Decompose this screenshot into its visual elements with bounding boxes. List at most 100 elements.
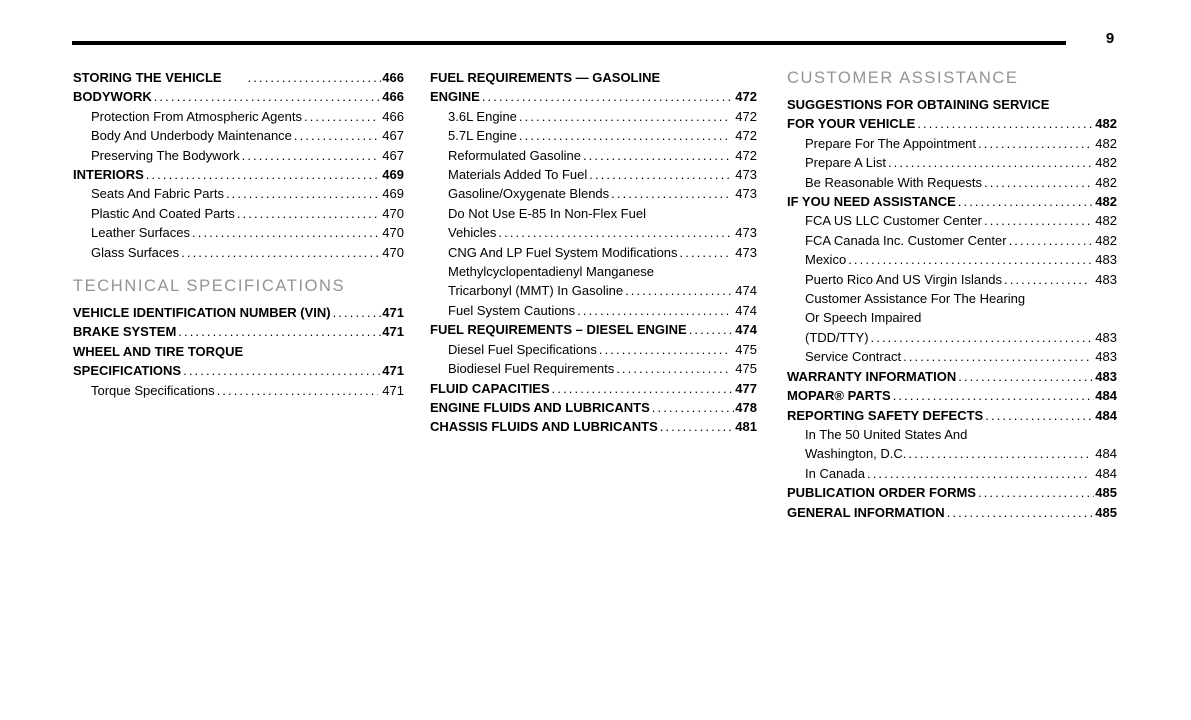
dot-leader [226,184,378,203]
dot-leader [888,153,1091,172]
dot-leader [652,398,735,417]
toc-entry: GENERAL INFORMATION 485 [787,503,1117,522]
dot-leader [192,223,378,242]
toc-page-ref: 483 [1095,349,1117,365]
toc-entry: FCA US LLC Customer Center 482 [787,211,1117,230]
dot-leader [154,87,382,106]
toc-entry: Mexico 483 [787,250,1117,269]
toc-entry: CNG And LP Fuel System Modifications 473 [430,243,757,262]
dot-leader [237,204,378,223]
toc-page-ref: 483 [1095,368,1117,384]
toc-entry-label: ENGINE [430,89,480,105]
toc-entry-label: VEHICLE IDENTIFICATION NUMBER (VIN) [73,305,331,321]
toc-entry: Seats And Fabric Parts 469 [73,184,404,203]
toc-entry: Reformulated Gasoline 472 [430,146,757,165]
dot-leader [978,483,1094,502]
toc-entry-label: MOPAR® PARTS [787,388,891,404]
dot-leader [958,367,1094,386]
toc-entry-label: Fuel System Cautions [448,302,576,318]
toc-entry-label: Service Contract [805,349,902,365]
toc-entry: Preserving The Bodywork 467 [73,146,404,165]
toc-entry-label: Diesel Fuel Specifications [448,341,597,357]
dot-leader [519,126,731,145]
toc-entry: 3.6L Engine 472 [430,107,757,126]
toc-page-ref: 472 [735,89,757,105]
toc-page-ref: 484 [1095,465,1117,481]
toc-page-ref: 484 [1095,388,1117,404]
dot-leader [599,340,731,359]
toc-entry: Leather Surfaces 470 [73,223,404,242]
toc-entry-line: Methylcyclopentadienyl Manganese [448,264,654,280]
toc-entry-label: Puerto Rico And US Virgin Islands [805,271,1003,287]
section-header: CUSTOMER ASSISTANCE [787,69,1019,87]
toc-page-ref: 474 [735,302,757,318]
toc-entry-label: Torque Specifications [91,382,215,398]
toc-entry-label: PUBLICATION ORDER FORMS [787,485,976,501]
toc-entry: PUBLICATION ORDER FORMS 485 [787,483,1117,502]
toc-page-ref: 466 [382,70,404,85]
toc-entry: ENGINE FLUIDS AND LUBRICANTS 478 [430,398,757,417]
toc-entry-label: (TDD/TTY) [805,329,869,345]
toc-entry-label: FLUID CAPACITIES [430,380,550,396]
toc-entry-label: Biodiesel Fuel Requirements [448,361,615,377]
dot-leader [978,134,1091,153]
toc-page-ref: 483 [1095,252,1117,268]
toc-entry: MOPAR® PARTS 484 [787,386,1117,405]
toc-page-ref: 482 [1095,135,1117,151]
toc-entry: Gasoline/Oxygenate Blends 473 [430,184,757,203]
toc-entry-line: FUEL REQUIREMENTS — GASOLINE [430,70,661,85]
dot-leader [183,361,381,380]
section-header: TECHNICAL SPECIFICATIONS [73,277,346,296]
toc-page-ref: 482 [1095,232,1117,248]
toc-entry: REPORTING SAFETY DEFECTS 484 [787,406,1117,425]
toc-page-ref: 474 [735,322,757,338]
dot-leader [333,303,382,322]
toc-page-ref: 478 [735,399,757,415]
toc-page-ref: 469 [382,186,404,202]
toc-entry-line: WHEEL AND TIRE TORQUE [73,343,244,359]
toc-entry-label: Tricarbonyl (MMT) In Gasoline [448,283,624,299]
toc-entry-label: Washington, D.C. [805,446,907,462]
dot-leader [248,68,382,87]
toc-page-ref: 472 [735,128,757,144]
toc-entry: INTERIORS 469 [73,165,404,184]
toc-entry: CHASSIS FLUIDS AND LUBRICANTS 481 [430,417,757,436]
dot-leader [304,107,378,126]
toc-entry-label: CHASSIS FLUIDS AND LUBRICANTS [430,419,658,435]
toc-page-ref: 475 [735,341,757,357]
toc-entry-label: Materials Added To Fuel [448,167,588,183]
toc-entry-label: FOR YOUR VEHICLE [787,116,916,132]
toc-entry-label: INTERIORS [73,167,144,183]
dot-leader [917,114,1094,133]
toc-page-ref: 473 [735,167,757,183]
toc-entry-label: Prepare For The Appointment [805,135,977,151]
toc-entry-label: GENERAL INFORMATION [787,504,945,520]
toc-page-ref: 484 [1095,446,1117,462]
toc-page-ref: 482 [1095,174,1117,190]
toc-entry-label: 3.6L Engine [448,108,517,124]
toc-entry: FUEL REQUIREMENTS — GASOLINE ENGINE 472 [430,68,757,107]
dot-leader [893,386,1095,405]
toc-page-ref: 484 [1095,407,1117,423]
toc-entry-line: In The 50 United States And [805,426,968,442]
toc-entry-label: IF YOU NEED ASSISTANCE [787,194,956,210]
toc-entry: Torque Specifications 471 [73,381,404,400]
dot-leader [583,146,731,165]
dot-leader [848,250,1091,269]
toc-page-ref: 472 [735,108,757,124]
toc-entry: Be Reasonable With Requests 482 [787,173,1117,192]
toc-entry-label: STORING THE VEHICLE [73,70,222,85]
dot-leader [1009,231,1092,250]
toc-entry: BRAKE SYSTEM 471 [73,322,404,341]
dot-leader [482,87,734,106]
toc-entry-label: WARRANTY INFORMATION [787,368,957,384]
toc-entry: Body And Underbody Maintenance 467 [73,126,404,145]
toc-entry-label: Leather Surfaces [91,225,191,241]
toc-entry: Puerto Rico And US Virgin Islands 483 [787,270,1117,289]
toc-entry-label: SPECIFICATIONS [73,363,182,379]
dot-leader [984,173,1091,192]
toc-page-ref: 466 [382,89,404,105]
toc-page-ref: 482 [1095,116,1117,132]
toc-page-ref: 471 [382,305,404,321]
